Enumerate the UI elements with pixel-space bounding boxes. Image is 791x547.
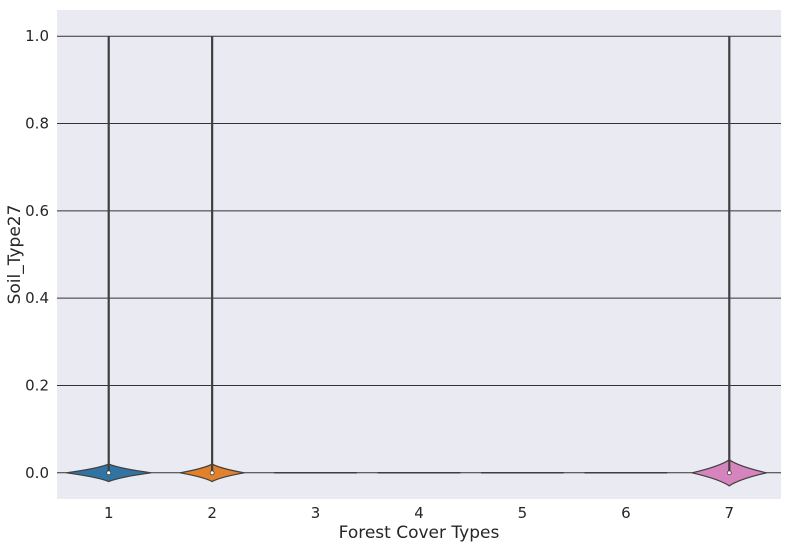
median-marker [209, 470, 215, 476]
y-axis-label: Soil_Type27 [5, 205, 25, 305]
violin-7 [691, 36, 767, 487]
x-tick-label: 1 [104, 504, 114, 522]
x-tick-label: 4 [414, 504, 424, 522]
y-axis-ticks: 0.0 0.2 0.4 0.6 0.8 1.0 [25, 27, 49, 482]
x-tick-label: 2 [207, 504, 217, 522]
y-tick-label: 0.6 [25, 202, 49, 220]
plot-area [57, 10, 781, 499]
median-marker [726, 470, 732, 476]
x-tick-label: 5 [518, 504, 528, 522]
x-tick-label: 7 [725, 504, 735, 522]
x-tick-label: 3 [311, 504, 321, 522]
violins [66, 36, 767, 487]
y-tick-label: 0.2 [25, 376, 49, 394]
y-tick-label: 0.8 [25, 115, 49, 133]
x-axis-ticks: 1 2 3 4 5 6 7 [104, 504, 734, 522]
violin-2 [179, 36, 245, 483]
x-axis-label: Forest Cover Types [339, 523, 500, 543]
median-marker [106, 470, 112, 476]
y-tick-label: 0.4 [25, 289, 49, 307]
x-tick-label: 6 [621, 504, 631, 522]
y-tick-label: 1.0 [25, 27, 49, 45]
violin-1 [66, 36, 152, 483]
y-tick-label: 0.0 [25, 464, 49, 482]
